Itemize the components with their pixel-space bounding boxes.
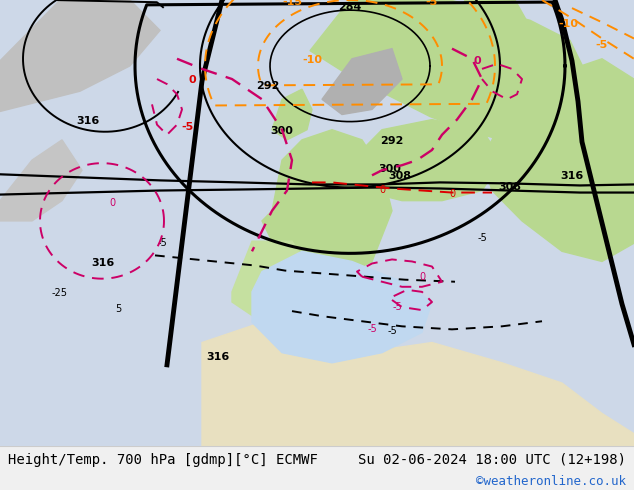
Polygon shape [0, 0, 160, 112]
Text: -5: -5 [387, 326, 397, 337]
Text: 0: 0 [449, 189, 455, 198]
Text: 0: 0 [188, 75, 196, 85]
Text: 316: 316 [207, 352, 230, 362]
Text: -5: -5 [477, 233, 487, 243]
Text: 316: 316 [560, 172, 584, 181]
Text: -25: -25 [52, 288, 68, 298]
Text: -10: -10 [558, 20, 578, 29]
Polygon shape [202, 322, 634, 446]
Text: 308: 308 [498, 181, 522, 192]
Text: -5: -5 [157, 238, 167, 248]
Text: 308: 308 [389, 172, 411, 181]
Text: -5: -5 [596, 40, 608, 49]
Polygon shape [272, 89, 312, 140]
Text: 0: 0 [473, 56, 481, 66]
Text: -10: -10 [302, 55, 322, 65]
Text: -5: -5 [181, 122, 193, 132]
Text: 316: 316 [91, 258, 115, 268]
Polygon shape [232, 241, 312, 322]
Polygon shape [0, 140, 82, 221]
Text: 292: 292 [256, 81, 280, 91]
Polygon shape [352, 120, 502, 201]
Polygon shape [450, 0, 535, 81]
Text: Su 02-06-2024 18:00 UTC (12+198): Su 02-06-2024 18:00 UTC (12+198) [358, 453, 626, 467]
Text: 0: 0 [379, 185, 385, 195]
Text: Height/Temp. 700 hPa [gdmp][°C] ECMWF: Height/Temp. 700 hPa [gdmp][°C] ECMWF [8, 453, 318, 467]
Text: 284: 284 [339, 2, 361, 12]
Text: -15: -15 [282, 0, 302, 7]
Text: 300: 300 [271, 126, 294, 136]
Text: 0: 0 [109, 198, 115, 208]
Polygon shape [252, 251, 432, 363]
Text: 316: 316 [76, 116, 100, 125]
Polygon shape [310, 0, 590, 142]
Text: 292: 292 [380, 136, 404, 146]
Text: 300: 300 [378, 164, 401, 174]
Polygon shape [262, 130, 392, 282]
Text: 5: 5 [115, 304, 121, 314]
Text: 0: 0 [419, 271, 425, 282]
Polygon shape [482, 59, 634, 262]
Text: -5: -5 [426, 0, 438, 7]
Text: -5: -5 [392, 302, 402, 312]
Polygon shape [322, 49, 402, 115]
Text: ©weatheronline.co.uk: ©weatheronline.co.uk [476, 475, 626, 489]
Text: -5: -5 [367, 324, 377, 334]
